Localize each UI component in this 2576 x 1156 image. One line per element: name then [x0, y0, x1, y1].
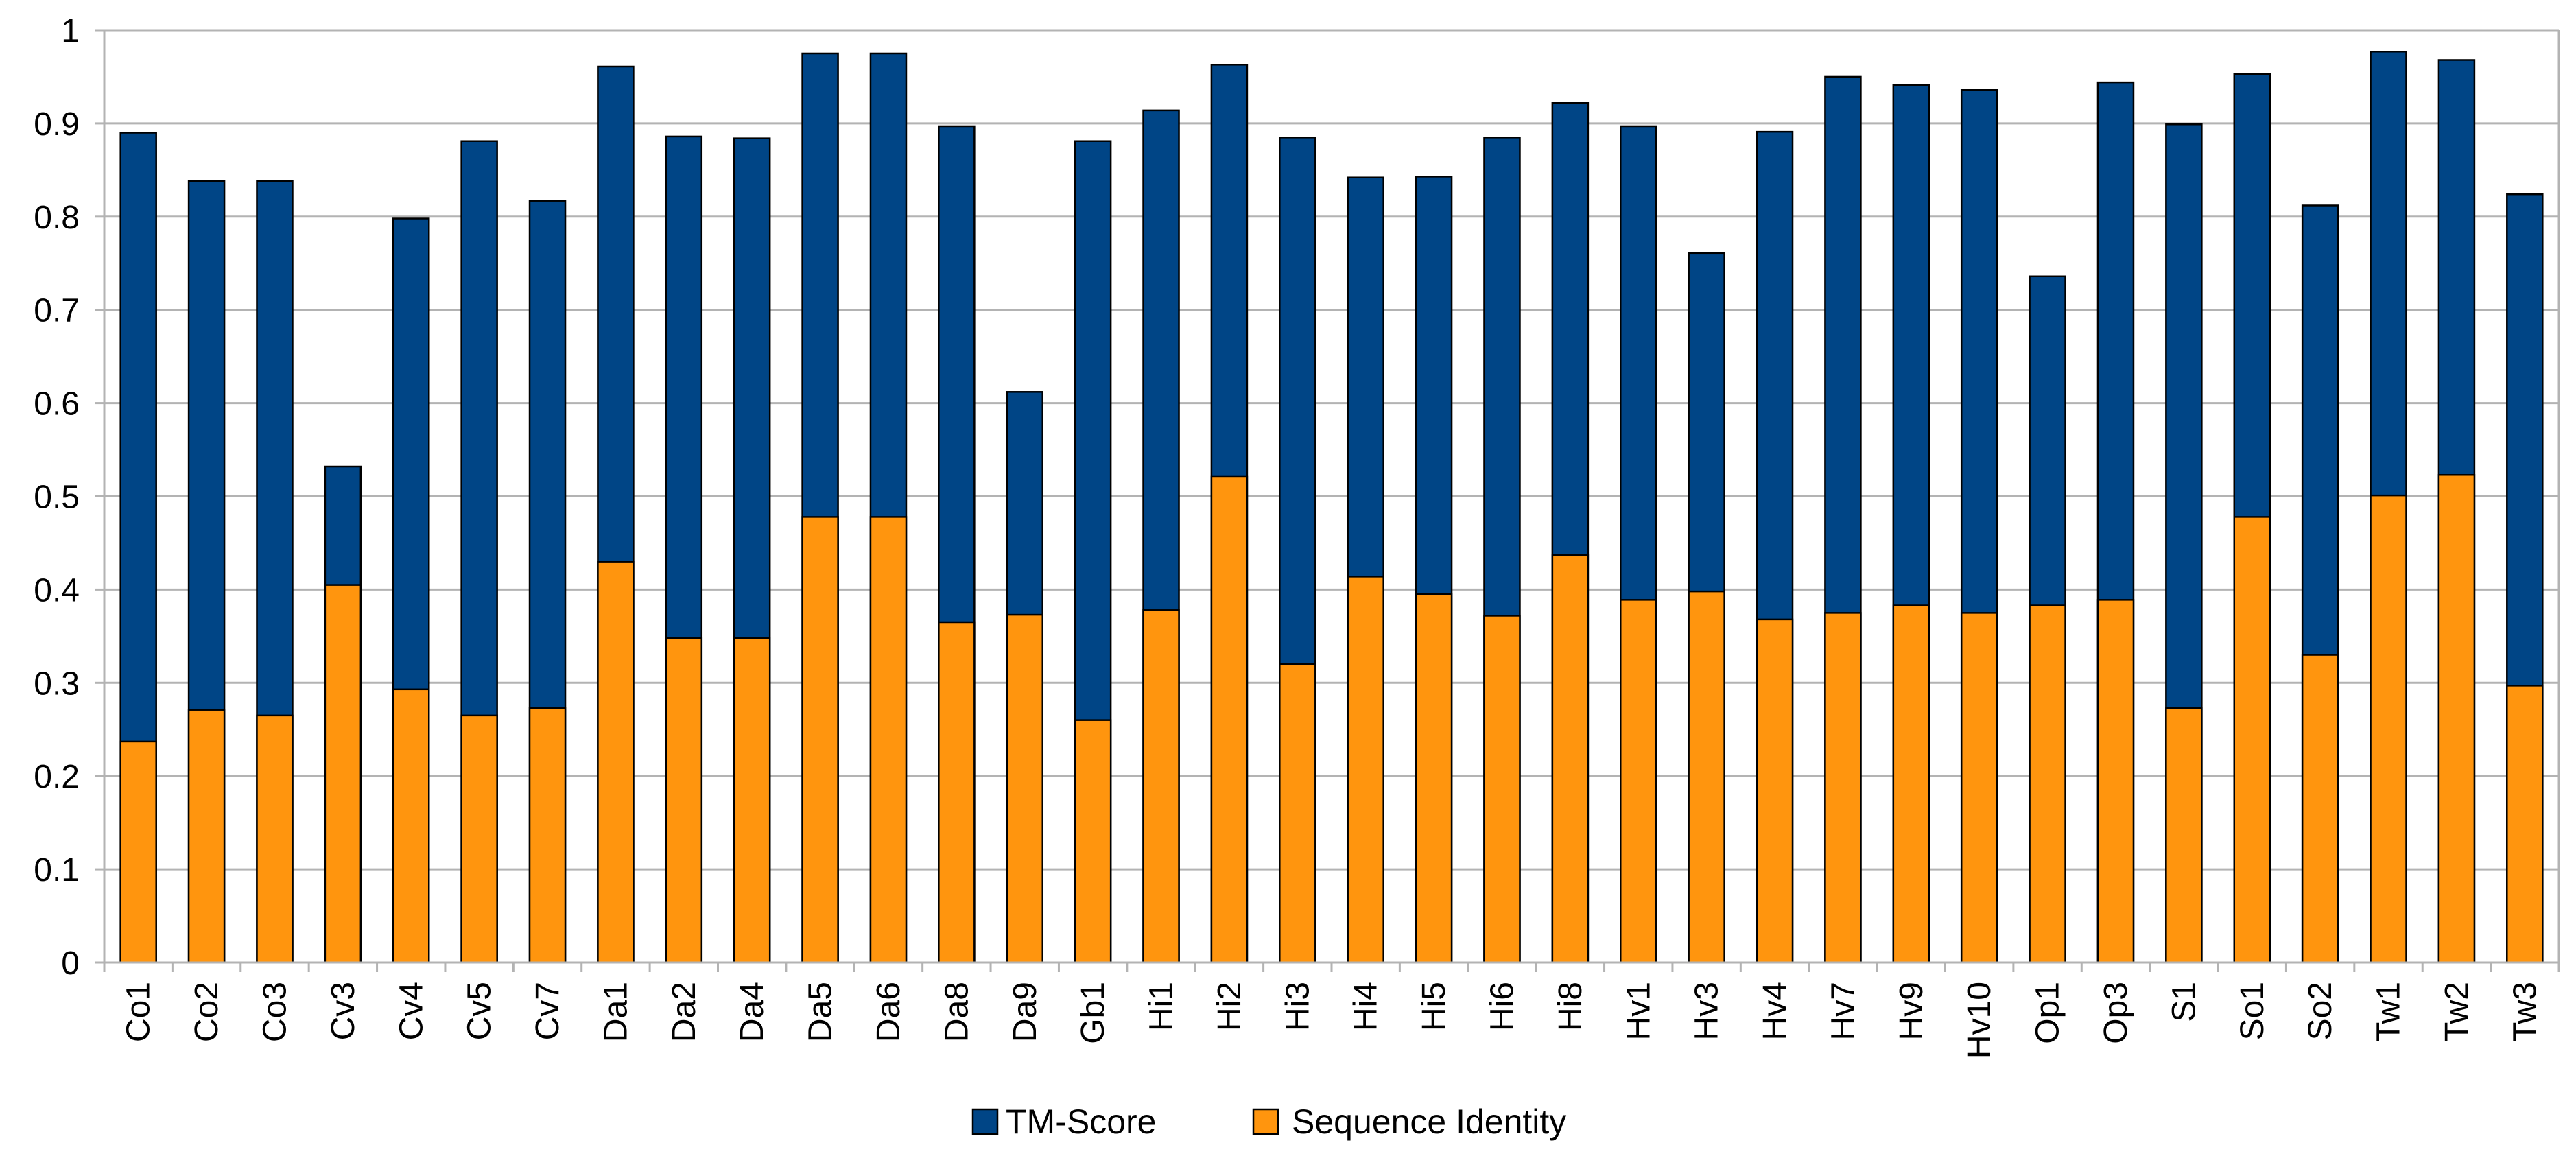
x-tick-label-tw1: Tw1 — [2371, 982, 2407, 1042]
bar-sequence-identity-cv7 — [528, 707, 567, 964]
legend-label-sequence-identity: Sequence Identity — [1292, 1102, 1566, 1141]
x-tick-label-hv4: Hv4 — [1757, 982, 1793, 1040]
bar-sequence-identity-da5 — [801, 516, 839, 964]
x-tick-label-hi8: Hi8 — [1552, 982, 1589, 1031]
bars — [119, 51, 2544, 964]
x-tick-label-so2: So2 — [2302, 982, 2339, 1040]
y-tick-label: 0.7 — [34, 293, 80, 329]
x-tick-label-op3: Op3 — [2098, 982, 2134, 1044]
bar-sequence-identity-hi6 — [1483, 615, 1521, 964]
y-tick-label: 0.6 — [34, 386, 80, 423]
y-tick-label: 0.1 — [34, 852, 80, 888]
x-tick-label-hi2: Hi2 — [1212, 982, 1248, 1031]
x-tick-label-da2: Da2 — [666, 982, 702, 1042]
bar-sequence-identity-hi4 — [1347, 576, 1384, 964]
bar-sequence-identity-hi5 — [1415, 593, 1453, 964]
x-tick-label-co3: Co3 — [257, 982, 293, 1042]
x-tick-label-da8: Da8 — [938, 982, 975, 1042]
legend-swatch-sequence-identity — [1252, 1108, 1279, 1135]
bar-sequence-identity-hv9 — [1892, 604, 1930, 964]
bar-sequence-identity-so2 — [2301, 654, 2339, 964]
x-tick-label-s1: S1 — [2166, 982, 2202, 1022]
legend: TM-Score Sequence Identity — [971, 1102, 1566, 1141]
bar-sequence-identity-hv1 — [1620, 599, 1657, 964]
x-tick-label-op1: Op1 — [2030, 982, 2066, 1044]
x-tick-label-hi3: Hi3 — [1279, 982, 1316, 1031]
bar-sequence-identity-tw1 — [2370, 494, 2407, 964]
bar-sequence-identity-so1 — [2233, 516, 2271, 964]
y-tick-label: 0.3 — [34, 665, 80, 702]
y-tick-label: 1 — [61, 13, 80, 49]
bar-sequence-identity-tw2 — [2437, 473, 2476, 964]
bar-sequence-identity-gb1 — [1074, 719, 1112, 964]
x-tick-label-hv3: Hv3 — [1689, 982, 1725, 1040]
x-tick-label-da5: Da5 — [803, 982, 839, 1042]
bar-sequence-identity-hi8 — [1551, 554, 1590, 964]
bar-sequence-identity-s1 — [2165, 707, 2203, 964]
bar-sequence-identity-cv4 — [392, 688, 430, 964]
bar-sequence-identity-cv3 — [324, 584, 362, 964]
x-tick-label-so1: So1 — [2234, 982, 2271, 1040]
y-tick-label: 0 — [61, 945, 80, 982]
bar-sequence-identity-hi3 — [1279, 663, 1316, 964]
x-tick-label-hi4: Hi4 — [1348, 982, 1384, 1031]
x-tick-label-cv3: Cv3 — [325, 982, 362, 1040]
bar-sequence-identity-hv7 — [1824, 612, 1862, 964]
bar-sequence-identity-co1 — [119, 740, 157, 964]
bar-sequence-identity-hv10 — [1960, 612, 1998, 964]
x-tick-label-hi1: Hi1 — [1144, 982, 1180, 1031]
x-tick-label-tw3: Tw3 — [2507, 982, 2543, 1042]
legend-label-tm-score: TM-Score — [1006, 1102, 1156, 1141]
x-tick-label-hv1: Hv1 — [1620, 982, 1657, 1040]
x-tick-label-cv5: Cv5 — [462, 982, 498, 1040]
bar-sequence-identity-hi1 — [1142, 609, 1180, 964]
y-tick-label: 0.8 — [34, 200, 80, 236]
x-tick-label-da1: Da1 — [598, 982, 634, 1042]
bar-sequence-identity-hi2 — [1210, 475, 1249, 964]
grid-lines — [95, 29, 2559, 964]
bar-sequence-identity-op3 — [2096, 599, 2135, 964]
x-tick-label-hv7: Hv7 — [1825, 982, 1861, 1040]
x-tick-label-gb1: Gb1 — [1075, 982, 1111, 1044]
x-tick-label-co2: Co2 — [189, 982, 225, 1042]
y-tick-label: 0.5 — [34, 480, 80, 516]
x-tick-label-da9: Da9 — [1007, 982, 1043, 1042]
bar-sequence-identity-da4 — [733, 637, 771, 964]
legend-swatch-tm-score — [971, 1108, 999, 1135]
bar-sequence-identity-tw3 — [2506, 685, 2544, 964]
x-tick-label-da4: Da4 — [734, 982, 770, 1042]
bar-sequence-identity-da6 — [869, 516, 908, 964]
x-tick-label-da6: Da6 — [871, 982, 907, 1042]
bar-sequence-identity-da2 — [665, 637, 703, 964]
x-tick-label-hi6: Hi6 — [1484, 982, 1520, 1031]
x-tick-label-hv9: Hv9 — [1893, 982, 1930, 1040]
x-tick-label-tw2: Tw2 — [2439, 982, 2475, 1042]
x-axis-tick-labels: Co1 Co2 Co3 Cv3 Cv4 Cv5 Cv7 Da1 Da2 Da4 Da5 Da6 Da8 D… — [103, 963, 2560, 1059]
bar-sequence-identity-co3 — [256, 714, 294, 964]
x-tick-label-co1: Co1 — [121, 982, 157, 1042]
y-tick-label: 0.4 — [34, 572, 80, 609]
x-tick-label-hv10: Hv10 — [1961, 982, 1998, 1059]
bar-sequence-identity-hv4 — [1756, 618, 1794, 964]
x-tick-label-cv4: Cv4 — [393, 982, 429, 1040]
bar-sequence-identity-co2 — [187, 709, 226, 964]
y-tick-label: 0.9 — [34, 106, 80, 143]
bar-sequence-identity-da9 — [1006, 613, 1043, 964]
x-tick-label-cv7: Cv7 — [530, 982, 566, 1040]
bar-sequence-identity-cv5 — [460, 714, 498, 964]
y-tick-label: 0.2 — [34, 759, 80, 795]
y-axis-tick-labels: 0 0.1 0.2 0.3 0.4 0.5 0.6 0.7 0.8 0.9 1 — [34, 13, 80, 982]
bar-sequence-identity-da8 — [938, 621, 976, 964]
bar-sequence-identity-hv3 — [1688, 590, 1725, 964]
bar-sequence-identity-op1 — [2029, 604, 2066, 964]
bar-sequence-identity-da1 — [597, 561, 635, 964]
x-tick-label-hi5: Hi5 — [1416, 982, 1452, 1031]
